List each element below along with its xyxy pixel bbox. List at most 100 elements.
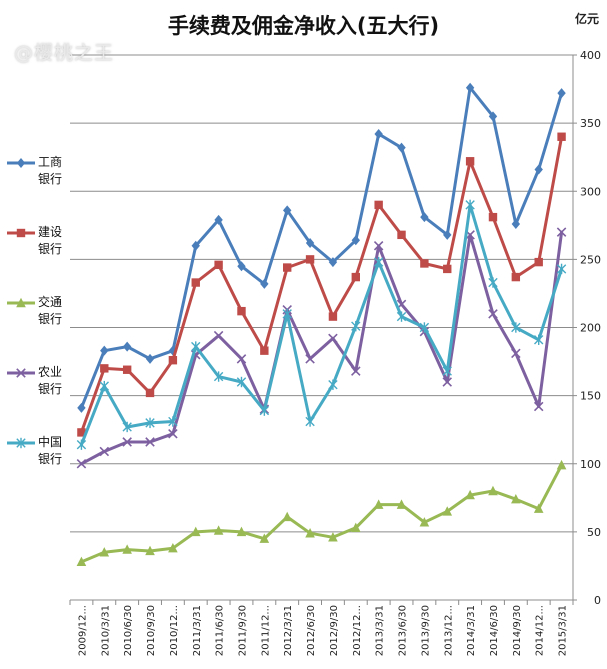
marker-stroke — [533, 401, 544, 412]
data-point — [99, 446, 110, 457]
marker-stroke — [168, 429, 178, 439]
data-point — [351, 320, 361, 332]
data-point — [442, 365, 452, 377]
data-point — [534, 164, 543, 175]
data-point — [190, 526, 201, 537]
marker-stroke — [511, 348, 521, 359]
y-tick-label: 0 — [594, 594, 601, 607]
data-point — [443, 229, 452, 240]
data-point — [77, 428, 86, 437]
data-point — [305, 255, 315, 264]
legend-swatch-boc — [7, 437, 35, 449]
data-point — [351, 235, 360, 246]
x-tick-label: 2010/12... — [169, 605, 180, 656]
data-point — [305, 416, 315, 427]
marker-stroke — [236, 354, 247, 364]
series-line — [79, 463, 564, 564]
data-point — [122, 421, 132, 433]
data-point — [99, 547, 110, 557]
data-point — [534, 334, 544, 345]
x-tick-label: 2013/9/30 — [420, 605, 431, 656]
data-point — [465, 157, 475, 166]
data-point — [465, 82, 475, 93]
marker-stroke — [76, 458, 87, 469]
data-point — [511, 218, 521, 229]
x-tick-label: 2014/9/30 — [512, 605, 523, 656]
data-point — [488, 309, 498, 319]
legend-item-bocom: 交通 银行 — [6, 294, 68, 334]
marker-stroke — [328, 333, 338, 344]
data-point — [168, 356, 178, 365]
data-point — [419, 517, 430, 527]
data-point — [99, 380, 109, 392]
watermark: @樱桃之王 — [14, 42, 115, 64]
data-point — [557, 88, 566, 99]
data-point — [420, 259, 429, 268]
x-tick-label: 2010/6/30 — [123, 605, 134, 656]
legend-marker — [16, 437, 26, 449]
data-point — [259, 405, 270, 416]
x-tick-label: 2010/3/31 — [100, 605, 111, 656]
marker-stroke — [351, 366, 361, 376]
x-tick-label: 2013/12... — [443, 605, 454, 656]
data-point — [237, 261, 246, 272]
x-tick-label: 2013/6/30 — [398, 605, 409, 656]
y-tick-label: 400 — [580, 49, 601, 62]
legend-item-boc: 中国 银行 — [6, 434, 68, 474]
x-tick-label: 2010/9/30 — [146, 605, 157, 656]
series-ccb — [77, 132, 566, 437]
data-point — [374, 129, 383, 140]
data-point — [556, 227, 567, 237]
data-point — [76, 439, 87, 450]
data-point — [397, 230, 406, 240]
data-point — [145, 353, 155, 364]
x-tick-label: 2011/9/30 — [237, 605, 248, 656]
data-point — [236, 376, 247, 388]
legend-swatch-abc — [7, 368, 35, 378]
x-tick-label: 2009/12... — [77, 605, 88, 656]
legend-item-abc: 农业 银行 — [6, 364, 68, 404]
data-point — [351, 366, 361, 376]
data-point — [488, 485, 498, 496]
legend-label-line2: 银行 — [38, 242, 63, 256]
data-point — [533, 401, 544, 412]
series-line — [79, 203, 564, 447]
data-point — [283, 205, 292, 216]
chart-title: 手续费及佣金净收入(五大行) — [167, 14, 440, 38]
series-bocom — [76, 459, 567, 567]
data-point — [442, 506, 453, 516]
data-point — [122, 341, 132, 352]
data-point — [396, 311, 407, 322]
data-point — [191, 341, 201, 352]
y-tick-label: 350 — [580, 117, 601, 130]
data-point — [397, 142, 406, 153]
x-tick-label: 2014/12... — [535, 605, 546, 656]
legend-label-line2: 银行 — [38, 452, 63, 466]
data-point — [213, 330, 224, 341]
x-tick-label: 2011/12... — [260, 605, 271, 656]
data-point — [100, 364, 109, 373]
legend-label-line1: 农业 — [38, 365, 63, 379]
y-tick-label: 200 — [580, 322, 601, 335]
data-point — [145, 388, 155, 398]
data-point — [511, 322, 521, 333]
data-point — [511, 493, 521, 504]
data-point — [305, 528, 315, 538]
series-line — [79, 135, 564, 434]
x-tick-label: 2011/6/30 — [215, 605, 226, 656]
data-point — [534, 257, 543, 267]
data-point — [533, 503, 544, 513]
data-point — [328, 257, 338, 268]
legend-marker — [16, 297, 26, 308]
data-point — [282, 511, 293, 522]
marker-stroke — [16, 368, 26, 378]
marker-stroke — [305, 354, 315, 364]
series-line — [79, 86, 564, 410]
data-point — [328, 532, 338, 542]
data-point — [168, 543, 178, 553]
y-tick-label: 250 — [580, 253, 601, 266]
marker-stroke — [556, 227, 567, 237]
data-point — [488, 111, 498, 122]
data-point — [511, 348, 521, 359]
